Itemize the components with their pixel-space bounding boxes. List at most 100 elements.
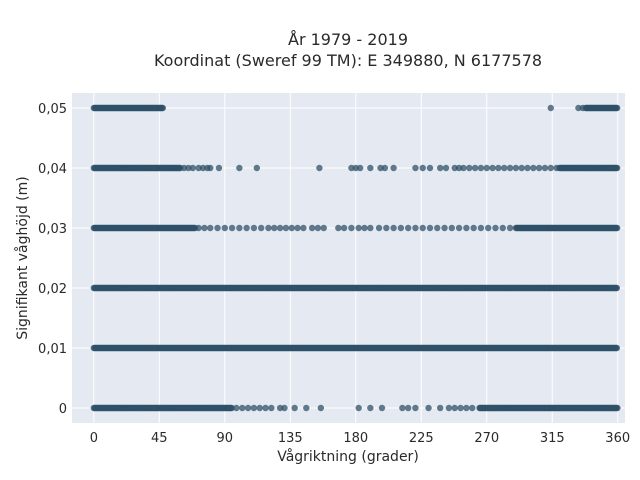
data-point — [492, 224, 499, 232]
data-point — [399, 404, 406, 412]
data-point — [303, 404, 310, 412]
data-point — [436, 404, 444, 412]
data-point — [250, 404, 258, 412]
data-point — [189, 164, 196, 172]
data-point — [262, 404, 269, 412]
data-points — [90, 104, 621, 412]
data-point — [281, 404, 288, 412]
y-tick-label: 0,02 — [38, 282, 67, 297]
data-point — [314, 224, 322, 232]
y-axis-label: Signifikant våghöjd (m) — [14, 176, 31, 339]
data-point — [317, 404, 325, 412]
data-point — [355, 404, 362, 412]
data-point — [535, 164, 543, 172]
data-point — [501, 164, 508, 172]
data-point — [419, 224, 426, 232]
data-row — [90, 284, 621, 292]
data-point — [244, 404, 252, 412]
data-point — [451, 404, 458, 412]
data-point — [243, 224, 250, 232]
data-row — [90, 164, 621, 172]
x-tick-label: 135 — [278, 431, 303, 446]
data-point — [553, 164, 560, 172]
data-point — [356, 164, 364, 172]
data-point — [469, 404, 476, 412]
x-tick-label: 270 — [474, 431, 499, 446]
data-point — [470, 224, 477, 232]
data-row — [90, 344, 621, 352]
data-point — [375, 224, 383, 232]
data-point — [489, 164, 496, 172]
data-point — [390, 164, 397, 172]
chart-title-line1: År 1979 - 2019 — [288, 30, 408, 49]
data-point — [506, 164, 514, 172]
data-point — [239, 404, 246, 412]
data-point — [412, 404, 419, 412]
data-point — [512, 164, 520, 172]
x-tick-label: 360 — [605, 431, 630, 446]
x-tick-label: 90 — [217, 431, 234, 446]
data-point — [228, 404, 235, 412]
data-point — [613, 104, 621, 112]
data-point — [367, 164, 374, 172]
data-row — [90, 404, 621, 412]
data-point — [294, 224, 301, 232]
data-point — [300, 224, 307, 232]
data-point — [215, 164, 223, 172]
data-row — [90, 224, 621, 232]
data-point — [547, 164, 554, 172]
data-point — [471, 164, 479, 172]
data-point — [265, 224, 272, 232]
data-point — [613, 164, 621, 172]
data-point — [221, 224, 228, 232]
data-point — [485, 224, 492, 232]
data-point — [412, 224, 419, 232]
data-point — [613, 344, 621, 352]
data-point — [448, 224, 456, 232]
y-tick-label: 0,03 — [38, 222, 67, 237]
data-point — [159, 104, 167, 112]
y-tick-label: 0,05 — [38, 102, 67, 117]
x-tick-label: 180 — [343, 431, 368, 446]
data-point — [250, 224, 258, 232]
data-point — [442, 164, 450, 172]
data-point — [367, 404, 374, 412]
data-point — [378, 404, 386, 412]
data-point — [499, 224, 506, 232]
x-tick-label: 225 — [409, 431, 434, 446]
data-point — [316, 164, 323, 172]
data-point — [361, 224, 368, 232]
data-point — [412, 164, 419, 172]
x-tick-label: 45 — [151, 431, 168, 446]
data-point — [381, 164, 389, 172]
data-point — [271, 224, 278, 232]
data-point — [335, 224, 342, 232]
data-point — [383, 224, 390, 232]
data-point — [426, 224, 434, 232]
data-point — [288, 224, 295, 232]
data-point — [579, 104, 586, 112]
data-point — [320, 224, 327, 232]
data-point — [434, 224, 441, 232]
data-point — [214, 224, 221, 232]
data-point — [236, 224, 243, 232]
plot-area — [72, 93, 625, 423]
y-axis-ticks: 0 0,01 0,02 0,03 0,04 0,05 — [38, 102, 67, 417]
data-point — [426, 164, 434, 172]
data-point — [547, 104, 554, 112]
data-point — [253, 164, 261, 172]
data-point — [457, 404, 464, 412]
data-point — [524, 164, 531, 172]
data-point — [425, 404, 432, 412]
data-point — [207, 224, 214, 232]
data-point — [236, 164, 243, 172]
data-point — [257, 224, 265, 232]
data-point — [419, 164, 426, 172]
data-point — [282, 224, 290, 232]
data-point — [541, 164, 549, 172]
x-tick-label: 315 — [540, 431, 565, 446]
y-tick-label: 0,04 — [38, 162, 67, 177]
x-axis-label: Vågriktning (grader) — [277, 448, 419, 465]
data-point — [460, 164, 467, 172]
